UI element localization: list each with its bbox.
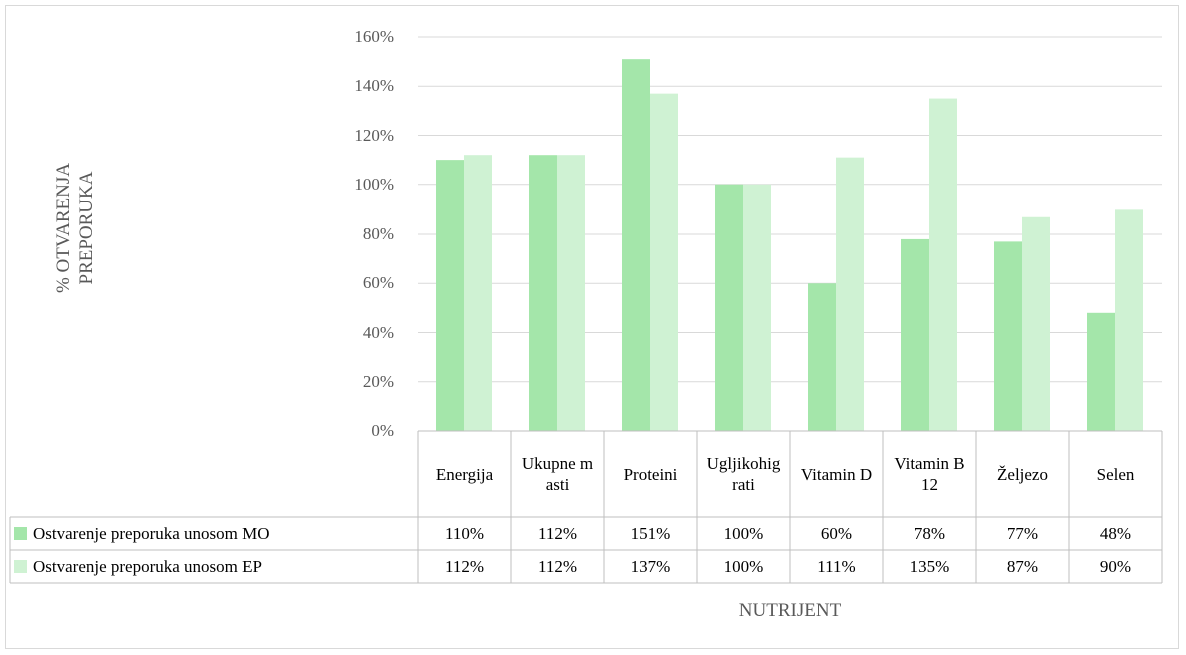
y-axis-title: % OTVARENJA PREPORUKA — [53, 163, 97, 294]
y-tick-label: 20% — [362, 371, 394, 391]
bar — [929, 98, 957, 431]
data-label: 110% — [444, 524, 485, 543]
data-label: 90% — [1099, 557, 1132, 576]
data-label: 48% — [1099, 524, 1132, 543]
data-label: 60% — [820, 524, 853, 543]
y-tick-label: 160% — [354, 27, 394, 46]
data-label: 100% — [723, 524, 764, 543]
x-tick-label: Ugljikohigrati — [706, 454, 781, 494]
legend-entry: Ostvarenje preporuka unosom EP — [10, 550, 418, 583]
data-label: 112% — [537, 524, 578, 543]
y-tick-label: 80% — [362, 224, 394, 243]
data-label: 112% — [537, 557, 578, 576]
y-tick-label: 140% — [354, 76, 394, 96]
bar — [743, 184, 771, 431]
bar — [622, 59, 650, 431]
y-tick-label: 100% — [354, 174, 394, 194]
bar — [436, 160, 464, 431]
legend-key — [14, 527, 27, 540]
x-axis-title: NUTRIJENT — [738, 600, 842, 621]
bar — [529, 155, 557, 431]
bar — [808, 283, 836, 431]
data-label: 135% — [909, 557, 950, 576]
legend-key — [14, 560, 27, 573]
bar — [557, 155, 585, 431]
bar — [1115, 209, 1143, 431]
legend-entry: Ostvarenje preporuka unosom MO — [10, 517, 418, 550]
x-tick-label: Selen — [1096, 464, 1135, 484]
data-label: 78% — [913, 524, 946, 543]
x-tick-label: Energija — [435, 464, 494, 484]
chart-frame — [5, 5, 1179, 649]
y-tick-label: 120% — [354, 125, 394, 145]
data-label: 87% — [1006, 557, 1039, 576]
bar — [464, 155, 492, 431]
data-label: 77% — [1006, 524, 1039, 543]
x-tick-label: Proteini — [623, 464, 678, 484]
x-tick-label: Vitamin D — [800, 464, 873, 484]
x-tick-label: Ukupne masti — [521, 454, 594, 494]
y-tick-label: 40% — [362, 322, 394, 342]
data-label: 137% — [630, 557, 671, 576]
x-tick-label: Vitamin B12 — [894, 454, 965, 494]
bar — [1022, 216, 1050, 431]
bar — [715, 184, 743, 431]
y-tick-label: 0% — [371, 421, 394, 440]
bar — [650, 93, 678, 431]
bar — [836, 157, 864, 431]
legend-label: Ostvarenje preporuka unosom EP — [33, 556, 262, 576]
data-label: 151% — [630, 524, 671, 543]
bar — [1087, 312, 1115, 431]
x-tick-label: Željezo — [997, 464, 1048, 484]
y-tick-label: 60% — [362, 273, 394, 293]
data-label: 112% — [444, 557, 485, 576]
bar — [994, 241, 1022, 431]
legend-label: Ostvarenje preporuka unosom MO — [33, 523, 270, 543]
data-label: 111% — [817, 557, 856, 576]
bar — [901, 238, 929, 431]
data-label: 100% — [723, 557, 764, 576]
